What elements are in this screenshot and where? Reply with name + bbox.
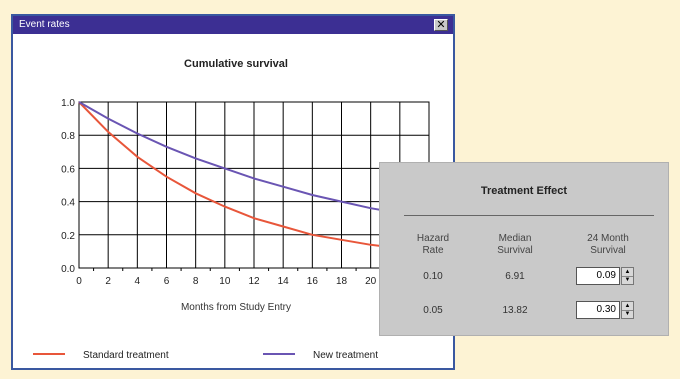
panel-title: Treatment Effect	[480, 185, 568, 197]
chart-series	[78, 101, 430, 253]
median-survival-standard: 6.91	[505, 271, 525, 282]
spin-down-icon[interactable]: ▼	[624, 311, 631, 317]
col-header-line: Hazard	[416, 233, 450, 244]
col-header-line: Survival	[497, 245, 533, 256]
standard-treatment-line	[78, 101, 430, 253]
y-tick-label: 0.0	[61, 264, 75, 275]
col-header-hazard-rate: Hazard Rate	[398, 233, 468, 257]
x-tick-label: 6	[164, 276, 170, 287]
chart-grid	[78, 101, 430, 269]
x-tick-label: 20	[365, 276, 377, 287]
chart-ticks: 0246810121416182020.00.20.40.60.81.0	[61, 98, 415, 287]
col-header-line: Median	[498, 233, 532, 244]
x-tick-label: 2	[105, 276, 111, 287]
y-tick-label: 0.2	[61, 231, 75, 242]
legend-label: Standard treatment	[83, 350, 169, 361]
col-header-line: Survival	[590, 245, 626, 256]
median-survival-new: 13.82	[502, 305, 528, 316]
survival-chart: Cumulative survival Months from Study En…	[33, 58, 430, 361]
survival-24-input-new[interactable]: 0.30	[576, 301, 620, 319]
panel-divider	[404, 215, 654, 216]
hazard-rate-new: 0.05	[423, 305, 443, 316]
col-header-24-month-survival: 24 Month Survival	[573, 233, 643, 257]
x-axis-label: Months from Study Entry	[181, 302, 291, 313]
x-tick-label: 4	[135, 276, 141, 287]
x-tick-label: 14	[278, 276, 290, 287]
new-treatment-line	[78, 101, 430, 220]
close-button[interactable]: ✕	[434, 19, 448, 31]
treatment-effect-panel: Treatment Effect Hazard Rate Median Surv…	[379, 162, 669, 336]
spin-up-icon[interactable]: ▲	[622, 268, 633, 277]
x-tick-label: 18	[336, 276, 348, 287]
window-title: Event rates	[19, 19, 70, 30]
chart-title: Cumulative survival	[184, 58, 288, 70]
y-tick-label: 1.0	[61, 98, 75, 109]
legend-label: New treatment	[313, 350, 378, 361]
chart-legend: Standard treatment New treatment	[33, 350, 378, 361]
hazard-rate-standard: 0.10	[423, 271, 443, 282]
spin-down-icon[interactable]: ▼	[624, 277, 631, 283]
survival-24-input-standard[interactable]: 0.09	[576, 267, 620, 285]
x-tick-label: 16	[307, 276, 319, 287]
x-tick-label: 0	[76, 276, 82, 287]
spin-up-icon[interactable]: ▲	[622, 302, 633, 311]
x-tick-label: 8	[193, 276, 199, 287]
survival-24-stepper-standard[interactable]: ▲ ▼	[621, 267, 634, 285]
col-header-median-survival: Median Survival	[480, 233, 550, 257]
col-header-line: Rate	[422, 245, 444, 256]
survival-24-stepper-new[interactable]: ▲ ▼	[621, 301, 634, 319]
x-tick-label: 10	[219, 276, 231, 287]
y-tick-label: 0.4	[61, 198, 75, 209]
y-tick-label: 0.8	[61, 131, 75, 142]
title-bar[interactable]: Event rates ✕	[13, 16, 453, 34]
col-header-line: 24 Month	[587, 233, 629, 244]
y-tick-label: 0.6	[61, 164, 75, 175]
x-tick-label: 12	[248, 276, 260, 287]
